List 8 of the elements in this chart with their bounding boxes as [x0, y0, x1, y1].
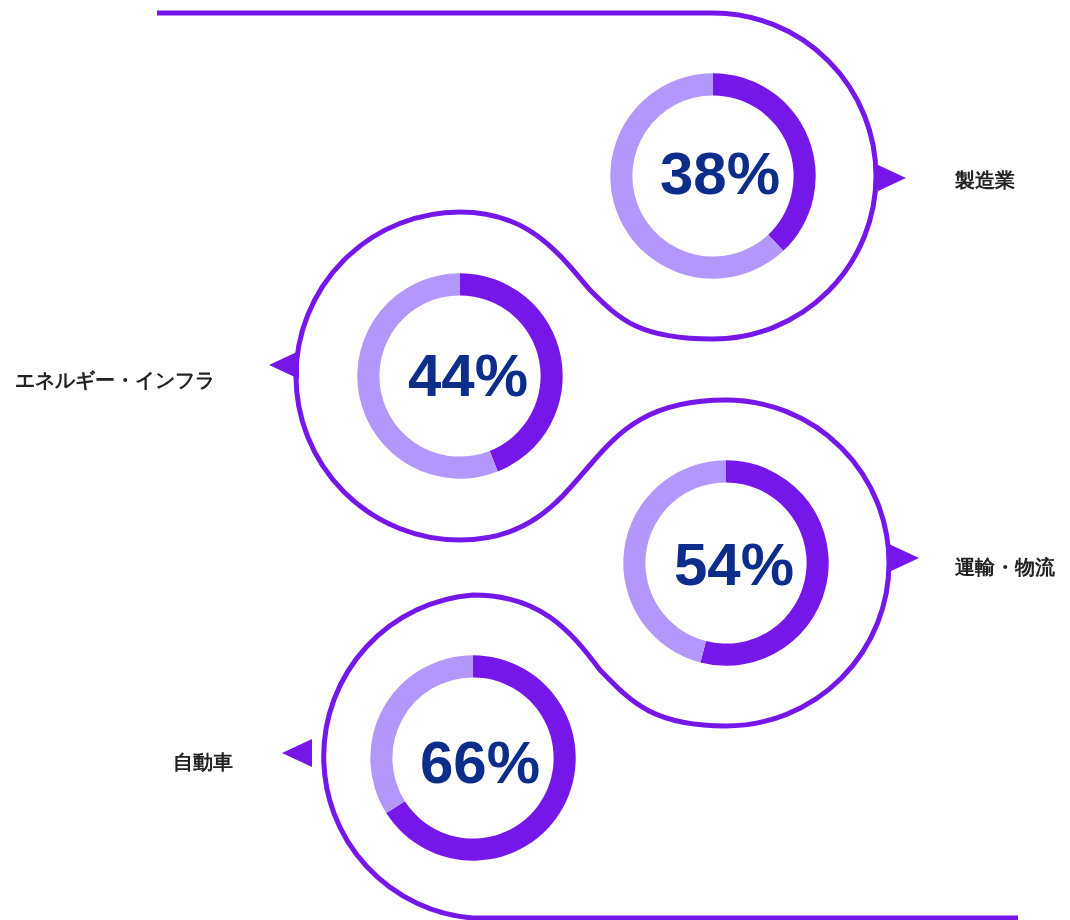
- text: 運輸・物流: [954, 555, 1056, 579]
- text: エネルギー・インフラ: [15, 368, 215, 392]
- data-label: 44%: [407, 341, 529, 409]
- text: 自動車: [173, 750, 233, 774]
- text: 製造業: [954, 168, 1015, 192]
- data-label: 38%: [659, 139, 781, 207]
- data-label: 66%: [419, 728, 541, 796]
- data-label: 54%: [673, 530, 795, 598]
